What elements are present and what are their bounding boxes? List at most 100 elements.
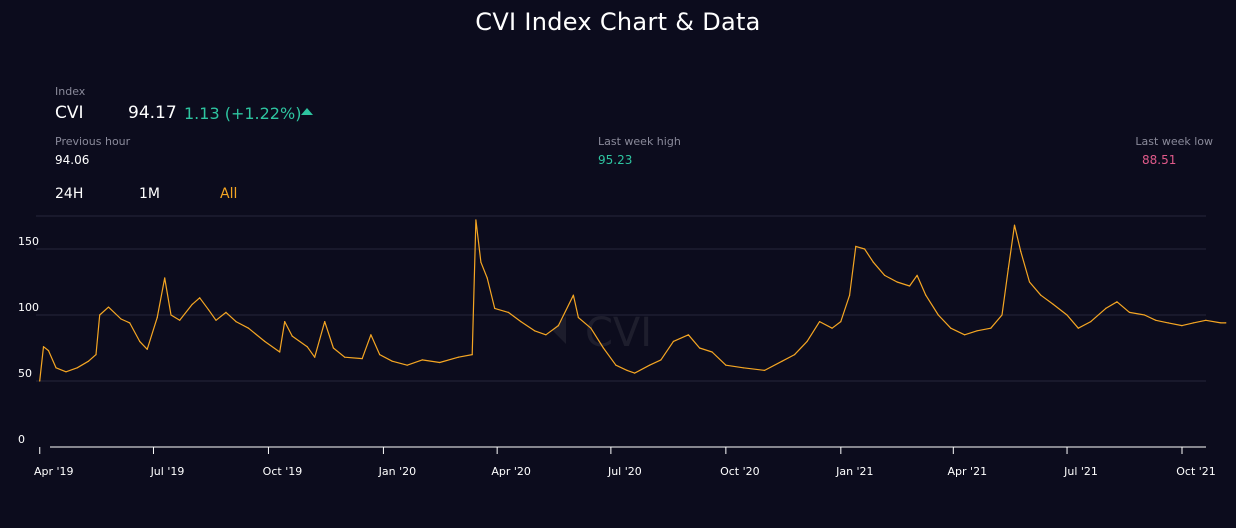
data-point — [95, 354, 97, 356]
data-point — [439, 361, 441, 364]
data-point — [590, 327, 592, 329]
data-point — [1181, 325, 1183, 327]
data-point — [615, 364, 617, 366]
page-title: CVI Index Chart & Data — [475, 8, 761, 36]
data-point — [324, 321, 326, 323]
data-point — [742, 367, 745, 369]
data-point — [896, 281, 898, 283]
x-tick-label: Apr '20 — [491, 465, 531, 478]
data-point — [964, 334, 966, 336]
data-point — [1128, 311, 1131, 313]
data-point — [314, 356, 316, 358]
range-24h-button[interactable]: 24H — [55, 186, 84, 202]
cvi-series-points — [39, 219, 1227, 382]
data-point — [937, 314, 939, 316]
data-point — [1066, 314, 1068, 316]
y-tick-label: 50 — [18, 367, 32, 380]
data-point — [494, 307, 496, 309]
data-point — [649, 364, 651, 366]
data-point — [215, 319, 217, 321]
x-tick-label: Oct '21 — [1176, 465, 1216, 478]
data-point — [1028, 281, 1031, 283]
x-tick-label: Jul '19 — [150, 465, 185, 478]
data-point — [672, 340, 675, 342]
range-1m-button[interactable]: 1M — [139, 186, 160, 202]
data-point — [284, 321, 286, 323]
data-point — [65, 371, 67, 373]
data-point — [1007, 268, 1009, 270]
data-point — [120, 318, 122, 320]
data-point — [976, 330, 978, 332]
x-tick-label: Jan '21 — [835, 465, 873, 478]
data-point — [1167, 322, 1169, 324]
data-point — [1020, 251, 1022, 253]
data-point — [849, 294, 851, 296]
data-point — [146, 348, 148, 350]
range-all-button[interactable]: All — [220, 186, 238, 202]
x-tick-label: Jan '20 — [378, 465, 416, 478]
cvi-series-line — [39, 219, 1226, 382]
data-point — [950, 327, 952, 329]
data-point — [379, 354, 381, 356]
data-point — [520, 321, 522, 323]
data-point — [164, 277, 166, 279]
data-point — [179, 319, 181, 321]
data-point — [47, 350, 50, 352]
data-point — [990, 327, 992, 329]
data-point — [1105, 307, 1107, 309]
data-point — [76, 367, 78, 369]
data-point — [855, 245, 857, 247]
data-point — [99, 314, 101, 316]
x-tick-label: Oct '20 — [720, 465, 760, 478]
last-week-low-label: Last week low — [1135, 135, 1213, 148]
x-tick-label: Oct '19 — [263, 465, 303, 478]
data-point — [840, 321, 842, 323]
previous-hour-value: 94.06 — [55, 153, 90, 167]
data-point — [55, 367, 57, 369]
data-point — [819, 321, 821, 323]
y-axis-ticks: 0 50 100 150 — [18, 235, 39, 446]
data-point — [1225, 322, 1227, 324]
data-point — [687, 334, 690, 336]
data-point — [1040, 294, 1042, 296]
data-point — [391, 360, 393, 362]
data-point — [572, 294, 575, 296]
x-axis-ticks: Apr '19 Jul '19 Oct '19 Jan '20 Apr '20 Jul '… — [34, 447, 1216, 478]
index-name: CVI — [55, 103, 84, 123]
data-point — [660, 359, 662, 361]
y-tick-label: 0 — [18, 433, 25, 446]
data-point — [421, 359, 423, 361]
data-point — [1192, 322, 1194, 324]
y-tick-label: 150 — [18, 235, 39, 248]
data-point — [794, 354, 796, 356]
data-point — [764, 369, 766, 371]
data-point — [291, 335, 293, 337]
data-point — [191, 303, 193, 305]
data-point — [626, 369, 628, 371]
data-point — [42, 346, 45, 348]
data-point — [264, 340, 266, 342]
data-point — [480, 261, 482, 263]
data-point — [909, 285, 911, 287]
x-tick-label: Apr '19 — [34, 465, 74, 478]
data-point — [925, 294, 927, 296]
data-point — [577, 317, 580, 319]
data-point — [1013, 224, 1016, 226]
last-week-high-label: Last week high — [598, 135, 681, 148]
last-week-low-value: 88.51 — [1142, 153, 1177, 167]
data-point — [545, 334, 547, 336]
data-point — [344, 356, 346, 358]
data-point — [1116, 301, 1118, 303]
data-point — [332, 347, 334, 349]
data-point — [781, 360, 783, 362]
x-tick-label: Jul '20 — [607, 465, 642, 478]
data-point — [534, 330, 536, 332]
data-point — [1155, 319, 1157, 321]
data-point — [475, 219, 477, 221]
data-point — [406, 364, 408, 366]
data-point — [634, 372, 636, 374]
data-point — [602, 347, 605, 349]
x-tick-label: Jul '21 — [1063, 465, 1098, 478]
data-point — [864, 248, 866, 250]
data-point — [139, 340, 141, 342]
